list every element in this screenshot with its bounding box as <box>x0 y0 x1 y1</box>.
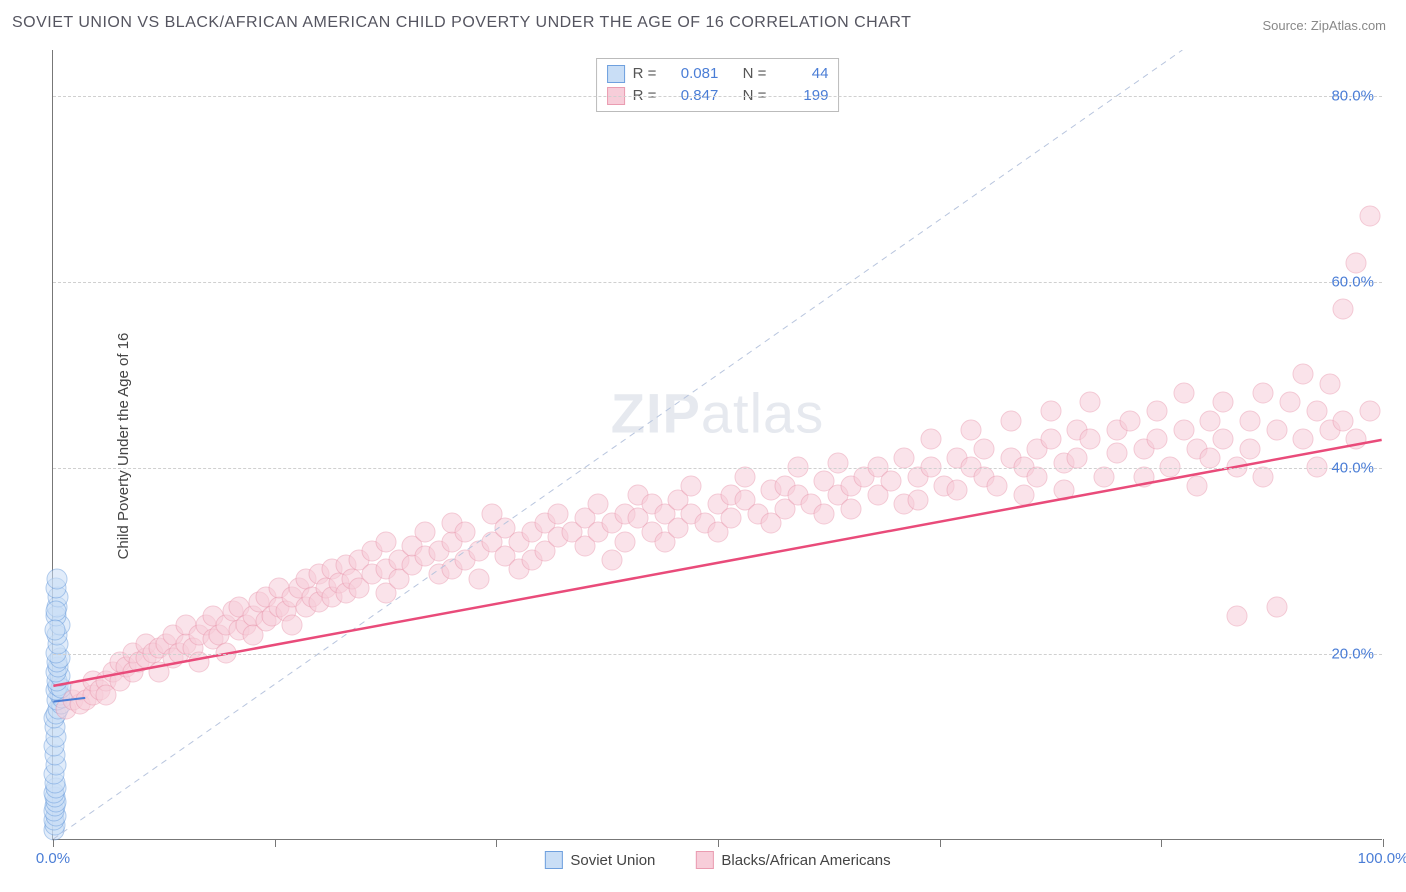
data-point <box>1213 392 1234 413</box>
data-point <box>375 531 396 552</box>
data-point <box>1293 429 1314 450</box>
data-point <box>1146 401 1167 422</box>
data-point <box>468 568 489 589</box>
data-point <box>1080 392 1101 413</box>
data-point <box>947 480 968 501</box>
legend-stats: R =0.081 N =44R =0.847 N =199 <box>596 58 840 112</box>
data-point <box>1080 429 1101 450</box>
data-point <box>1013 485 1034 506</box>
x-tick <box>1383 839 1384 847</box>
data-point <box>827 452 848 473</box>
gridline <box>53 282 1382 283</box>
data-point <box>1200 447 1221 468</box>
x-tick <box>53 839 54 847</box>
data-point <box>1293 364 1314 385</box>
legend-label: Soviet Union <box>570 852 655 869</box>
data-point <box>1333 410 1354 431</box>
y-tick-label: 20.0% <box>1331 646 1374 663</box>
plot-overlay <box>53 50 1382 839</box>
legend-stat-row: R = 0.081 N = 44 <box>607 63 829 85</box>
scatter-plot: ZIPatlas R =0.081 N =44R =0.847 N =199 S… <box>52 50 1382 840</box>
legend-swatch <box>695 851 713 869</box>
x-tick-label: 0.0% <box>36 850 70 867</box>
data-point <box>1306 401 1327 422</box>
data-point <box>814 503 835 524</box>
data-point <box>1000 410 1021 431</box>
data-point <box>1359 401 1380 422</box>
gridline <box>53 468 1382 469</box>
data-point <box>920 429 941 450</box>
legend-item: Soviet Union <box>544 851 655 869</box>
data-point <box>721 508 742 529</box>
legend-series: Soviet Union Blacks/African Americans <box>544 851 890 869</box>
data-point <box>614 531 635 552</box>
data-point <box>548 503 569 524</box>
data-point <box>841 499 862 520</box>
source-label: Source: ZipAtlas.com <box>1262 18 1386 33</box>
data-point <box>880 471 901 492</box>
data-point <box>1333 299 1354 320</box>
r-value: 0.081 <box>664 63 718 85</box>
data-point <box>1120 410 1141 431</box>
n-value: 44 <box>774 63 828 85</box>
data-point <box>1107 443 1128 464</box>
legend-swatch <box>544 851 562 869</box>
data-point <box>1053 480 1074 501</box>
data-point <box>894 447 915 468</box>
data-point <box>282 615 303 636</box>
data-point <box>1240 410 1261 431</box>
data-point <box>1253 382 1274 403</box>
data-point <box>44 619 65 640</box>
gridline <box>53 654 1382 655</box>
data-point <box>907 489 928 510</box>
data-point <box>1040 429 1061 450</box>
watermark: ZIPatlas <box>611 380 824 445</box>
data-point <box>1213 429 1234 450</box>
data-point <box>415 522 436 543</box>
r-label: R = <box>633 63 657 85</box>
x-tick <box>496 839 497 847</box>
data-point <box>1266 420 1287 441</box>
data-point <box>1240 438 1261 459</box>
data-point <box>1186 475 1207 496</box>
data-point <box>1146 429 1167 450</box>
data-point <box>1226 605 1247 626</box>
data-point <box>974 438 995 459</box>
data-point <box>960 420 981 441</box>
data-point <box>1173 420 1194 441</box>
data-point <box>1266 596 1287 617</box>
y-tick-label: 80.0% <box>1331 88 1374 105</box>
data-point <box>1346 429 1367 450</box>
data-point <box>1346 252 1367 273</box>
data-point <box>1359 206 1380 227</box>
y-tick-label: 60.0% <box>1331 274 1374 291</box>
data-point <box>987 475 1008 496</box>
data-point <box>681 475 702 496</box>
data-point <box>1040 401 1061 422</box>
data-point <box>1067 447 1088 468</box>
x-tick <box>275 839 276 847</box>
data-point <box>601 550 622 571</box>
n-label: N = <box>743 63 767 85</box>
data-point <box>1279 392 1300 413</box>
data-point <box>46 568 67 589</box>
data-point <box>1319 373 1340 394</box>
x-tick-label: 100.0% <box>1358 850 1406 867</box>
data-point <box>455 522 476 543</box>
y-tick-label: 40.0% <box>1331 460 1374 477</box>
legend-label: Blacks/African Americans <box>721 852 890 869</box>
data-point <box>1200 410 1221 431</box>
x-tick <box>940 839 941 847</box>
gridline <box>53 96 1382 97</box>
legend-item: Blacks/African Americans <box>695 851 890 869</box>
data-point <box>1173 382 1194 403</box>
data-point <box>588 494 609 515</box>
x-tick <box>718 839 719 847</box>
legend-swatch <box>607 65 625 83</box>
chart-title: SOVIET UNION VS BLACK/AFRICAN AMERICAN C… <box>12 14 911 32</box>
x-tick <box>1161 839 1162 847</box>
